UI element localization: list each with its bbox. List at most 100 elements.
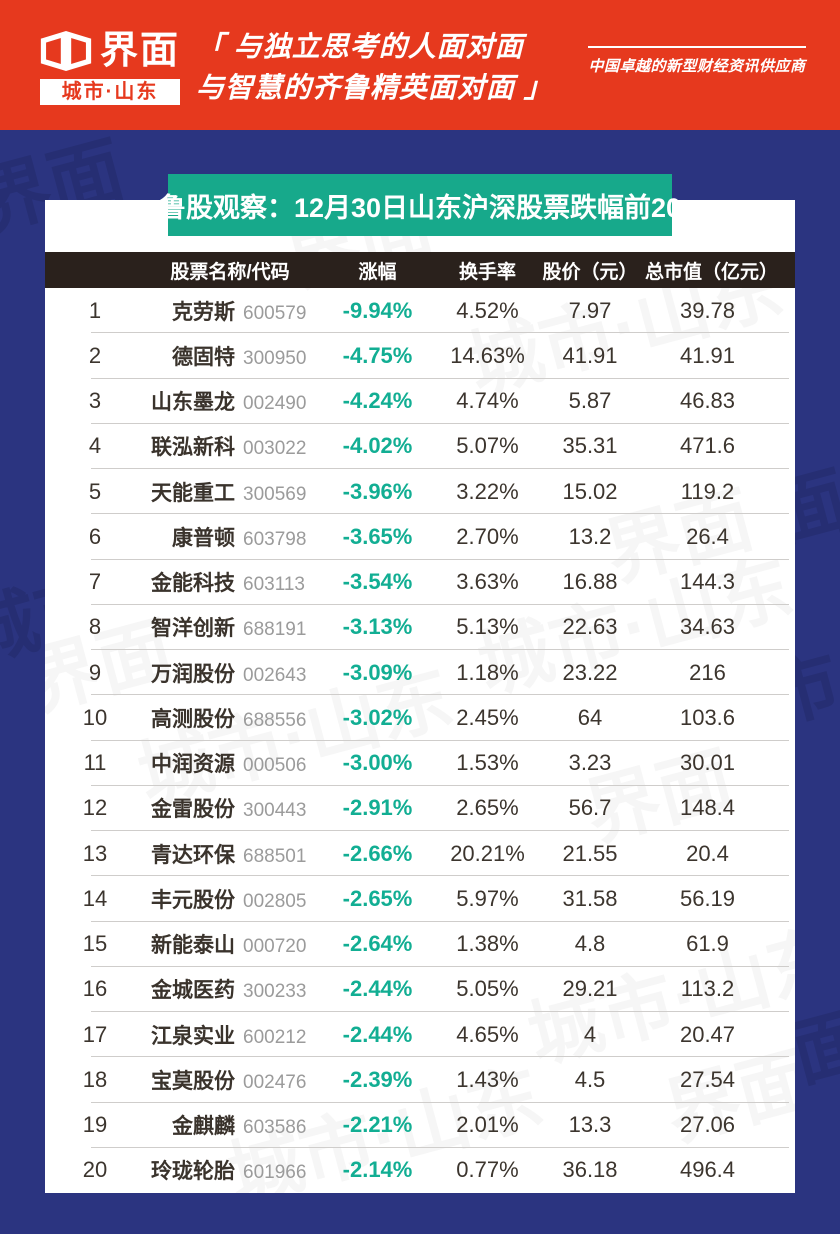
market-cap-cell: 148.4 [679, 795, 736, 821]
brand-tagline-block: 中国卓越的新型财经资讯供应商 [588, 46, 806, 76]
stock-code: 603798 [243, 528, 307, 550]
table-row: 6 康普顿 603798 -3.65% 2.70% 13.2 26.4 [45, 514, 795, 560]
change-cell: -4.24% [342, 388, 413, 414]
rank-cell: 4 [88, 433, 102, 459]
table-row: 7 金能科技 603113 -3.54% 3.63% 16.88 144.3 [45, 560, 795, 606]
price-cell: 23.22 [562, 659, 618, 685]
stock-code: 603113 [243, 574, 305, 596]
turnover-cell: 3.63% [456, 569, 519, 595]
turnover-cell: 5.07% [456, 433, 519, 459]
market-cap-cell: 41.91 [679, 342, 736, 368]
change-cell: -9.94% [342, 297, 413, 323]
rank-cell: 9 [88, 659, 102, 685]
header-market-cap: 总市值（亿元） [645, 261, 779, 283]
market-cap-cell: 56.19 [679, 885, 736, 911]
market-cap-cell: 113.2 [680, 976, 735, 1002]
change-cell: -2.64% [342, 931, 413, 957]
table-row: 16 金城医药 300233 -2.44% 5.05% 29.21 113.2 [45, 967, 795, 1013]
change-cell: -3.09% [342, 659, 413, 685]
price-cell: 29.21 [562, 976, 618, 1002]
stock-cell: 康普顿 603798 [145, 522, 315, 552]
rank-cell: 17 [82, 1021, 108, 1047]
market-cap-cell: 27.54 [679, 1066, 736, 1092]
stock-cell: 智洋创新 688191 [145, 612, 315, 642]
price-cell: 16.88 [562, 569, 618, 595]
table-row: 17 江泉实业 600212 -2.44% 4.65% 4 20.47 [45, 1012, 795, 1058]
turnover-cell: 4.65% [456, 1021, 519, 1047]
stock-name: 联泓新科 [151, 436, 235, 460]
change-cell: -3.96% [342, 478, 413, 504]
slogan-line-1: 「 与独立思考的人面对面 [196, 31, 524, 62]
change-cell: -2.65% [342, 885, 413, 911]
stock-name: 新能泰山 [151, 934, 235, 958]
price-cell: 5.87 [568, 388, 612, 414]
table-row: 19 金麒麟 603586 -2.21% 2.01% 13.3 27.06 [45, 1103, 795, 1149]
market-cap-cell: 20.4 [686, 840, 729, 866]
table-row: 3 山东墨龙 002490 -4.24% 4.74% 5.87 46.83 [45, 379, 795, 425]
market-cap-cell: 34.63 [679, 614, 736, 640]
stock-name: 高测股份 [151, 707, 235, 731]
brand-logo-text: 界面 [100, 30, 181, 72]
stock-cell: 克劳斯 600579 [145, 296, 315, 326]
rank-cell: 5 [88, 478, 102, 504]
table-row: 18 宝莫股份 002476 -2.39% 1.43% 4.5 27.54 [45, 1057, 795, 1103]
rank-cell: 1 [88, 297, 102, 323]
rank-cell: 2 [88, 342, 102, 368]
page-title-banner: 鲁股观察：12月30日山东沪深股票跌幅前20 [159, 174, 681, 236]
stock-table-card: 界面 城市·山东 界面 城市·山东 界面 城市·山东 界面 城市·山东 界面 城… [45, 200, 795, 1193]
stock-name: 天能重工 [151, 481, 235, 505]
stock-cell: 山东墨龙 002490 [145, 386, 315, 416]
price-cell: 56.7 [568, 795, 612, 821]
market-cap-cell: 496.4 [679, 1157, 736, 1183]
change-cell: -2.44% [342, 1021, 413, 1047]
stock-name: 金城医药 [151, 979, 235, 1003]
rank-cell: 18 [82, 1066, 108, 1092]
turnover-cell: 5.97% [456, 885, 519, 911]
slogan-line-2: 与智慧的齐鲁精英面对面 」 [196, 72, 553, 103]
stock-cell: 天能重工 300569 [145, 477, 315, 507]
stock-code: 002490 [243, 393, 307, 415]
stock-name: 万润股份 [151, 662, 235, 686]
stock-name: 克劳斯 [172, 300, 235, 324]
turnover-cell: 5.05% [456, 976, 519, 1002]
stock-cell: 金城医药 300233 [145, 974, 315, 1004]
header-stock-name-code: 股票名称/代码 [170, 261, 290, 283]
stock-code: 688191 [243, 619, 307, 641]
rank-cell: 11 [83, 750, 107, 776]
rank-cell: 19 [82, 1112, 108, 1138]
stock-code: 601966 [243, 1162, 307, 1184]
table-row: 8 智洋创新 688191 -3.13% 5.13% 22.63 34.63 [45, 605, 795, 651]
price-cell: 13.2 [568, 523, 612, 549]
turnover-cell: 0.77% [456, 1157, 519, 1183]
stock-name: 康普顿 [172, 526, 235, 550]
stock-cell: 金雷股份 300443 [145, 793, 315, 823]
turnover-cell: 2.70% [456, 523, 519, 549]
stock-cell: 青达环保 688501 [145, 839, 315, 869]
stock-name: 金能科技 [151, 572, 235, 596]
market-cap-cell: 46.83 [679, 388, 736, 414]
market-cap-cell: 144.3 [679, 569, 736, 595]
stock-cell: 联泓新科 003022 [145, 431, 315, 461]
change-cell: -2.21% [342, 1112, 413, 1138]
turnover-cell: 2.01% [456, 1112, 519, 1138]
header-change: 涨幅 [358, 261, 397, 283]
stock-cell: 新能泰山 000720 [145, 929, 315, 959]
rank-cell: 7 [88, 569, 102, 595]
change-cell: -4.75% [342, 342, 413, 368]
price-cell: 21.55 [562, 840, 618, 866]
turnover-cell: 1.43% [456, 1066, 519, 1092]
table-row: 1 克劳斯 600579 -9.94% 4.52% 7.97 39.78 [45, 288, 795, 334]
price-cell: 22.63 [562, 614, 618, 640]
price-cell: 4.5 [574, 1066, 606, 1092]
stock-cell: 高测股份 688556 [145, 703, 315, 733]
price-cell: 36.18 [562, 1157, 618, 1183]
turnover-cell: 1.38% [456, 931, 519, 957]
price-cell: 4.8 [574, 931, 606, 957]
table-row: 15 新能泰山 000720 -2.64% 1.38% 4.8 61.9 [45, 922, 795, 968]
change-cell: -4.02% [342, 433, 413, 459]
rank-cell: 14 [82, 885, 108, 911]
stock-cell: 丰元股份 002805 [145, 884, 315, 914]
table-header-row: 股票名称/代码 涨幅 换手率 股价（元） 总市值（亿元） [45, 252, 795, 288]
stock-name: 宝莫股份 [151, 1069, 235, 1093]
turnover-cell: 1.18% [456, 659, 519, 685]
